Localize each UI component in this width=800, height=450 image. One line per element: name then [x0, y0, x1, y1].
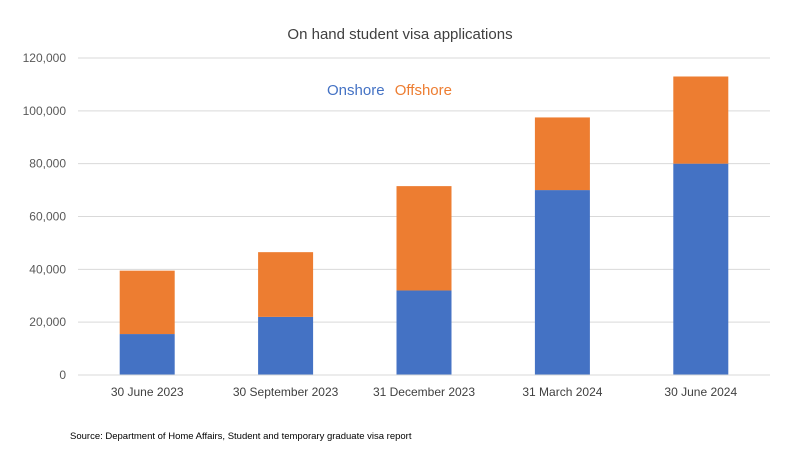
y-tick-label: 80,000 — [29, 157, 66, 171]
legend-entry-onshore: Onshore — [327, 82, 385, 99]
x-category-label: 30 September 2023 — [233, 385, 339, 399]
legend-entry-offshore: Offshore — [395, 82, 452, 99]
bar-onshore-1 — [119, 334, 175, 375]
y-tick-label: 120,000 — [23, 51, 67, 65]
bar-onshore-3 — [396, 290, 452, 375]
y-tick-label: 40,000 — [29, 262, 66, 276]
x-category-label: 31 March 2024 — [522, 385, 602, 399]
x-category-label: 31 December 2023 — [373, 385, 475, 399]
bar-onshore-4 — [534, 190, 590, 375]
bar-offshore-1 — [119, 270, 175, 335]
bar-offshore-5 — [673, 76, 729, 164]
bar-onshore-2 — [258, 316, 314, 375]
y-axis-tick-labels: 0 20,000 40,000 60,000 80,000 100,000 120,000 — [23, 51, 67, 382]
x-axis-category-labels: 30 June 2023 30 September 2023 31 December… — [111, 385, 738, 399]
chart-title: On hand student visa applications — [287, 26, 513, 43]
bar-offshore-4 — [534, 117, 590, 191]
bar-offshore-3 — [396, 186, 452, 291]
source-note: Source: Department of Home Affairs, Stud… — [70, 431, 412, 442]
x-category-label: 30 June 2023 — [111, 385, 184, 399]
legend: Onshore Offshore — [327, 82, 452, 99]
y-tick-label: 20,000 — [29, 315, 66, 329]
bar-offshore-2 — [258, 252, 314, 317]
x-category-label: 30 June 2024 — [664, 385, 737, 399]
bar-onshore-5 — [673, 163, 729, 375]
y-tick-label: 60,000 — [29, 210, 66, 224]
bars — [119, 76, 729, 375]
y-tick-label: 100,000 — [23, 104, 67, 118]
y-tick-label: 0 — [59, 368, 66, 382]
